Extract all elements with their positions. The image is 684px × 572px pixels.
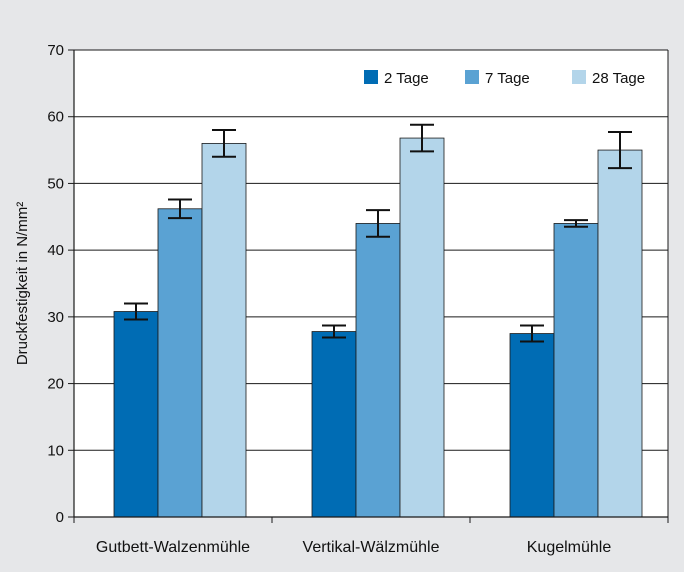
axes: [68, 49, 669, 523]
y-tick-label: 40: [47, 242, 64, 259]
y-tick-label: 0: [56, 509, 64, 526]
y-tick-label: 60: [47, 109, 64, 126]
y-tick-label: 50: [47, 175, 64, 192]
legend-swatch: [364, 70, 378, 84]
x-tick-label: Gutbett-Walzenmühle: [96, 539, 250, 556]
x-tick-label: Vertikal-Wälzmühle: [303, 539, 440, 556]
bar-7-tage: [355, 223, 401, 518]
bar-2-tage: [311, 331, 357, 518]
bar-28-tage: [597, 149, 643, 518]
y-tick-label: 10: [47, 442, 64, 459]
bar-28-tage: [201, 142, 247, 518]
bar-28-tage: [399, 137, 445, 518]
legend-label: 7 Tage: [485, 70, 530, 87]
error-bars: [124, 123, 632, 343]
bar-7-tage: [553, 223, 599, 518]
y-tick-label: 70: [47, 42, 64, 59]
bar-7-tage: [157, 208, 203, 518]
y-tick-label: 30: [47, 309, 64, 326]
legend-swatch: [572, 70, 586, 84]
legend-swatch: [465, 70, 479, 84]
legend: 2 Tage 7 Tage 28 Tage: [364, 70, 645, 87]
x-tick-label: Kugelmühle: [527, 539, 612, 556]
legend-label: 28 Tage: [592, 70, 645, 87]
y-tick-label: 20: [47, 376, 64, 393]
legend-label: 2 Tage: [384, 70, 429, 87]
axis-labels: 0 10 20 30 40 50 60 70 Gutbett-Walzenmühle Vertik…: [14, 42, 611, 556]
bar-2-tage: [113, 311, 159, 518]
bar-2-tage: [509, 333, 555, 518]
y-axis-title: Druckfestigkeit in N/mm²: [14, 202, 31, 365]
